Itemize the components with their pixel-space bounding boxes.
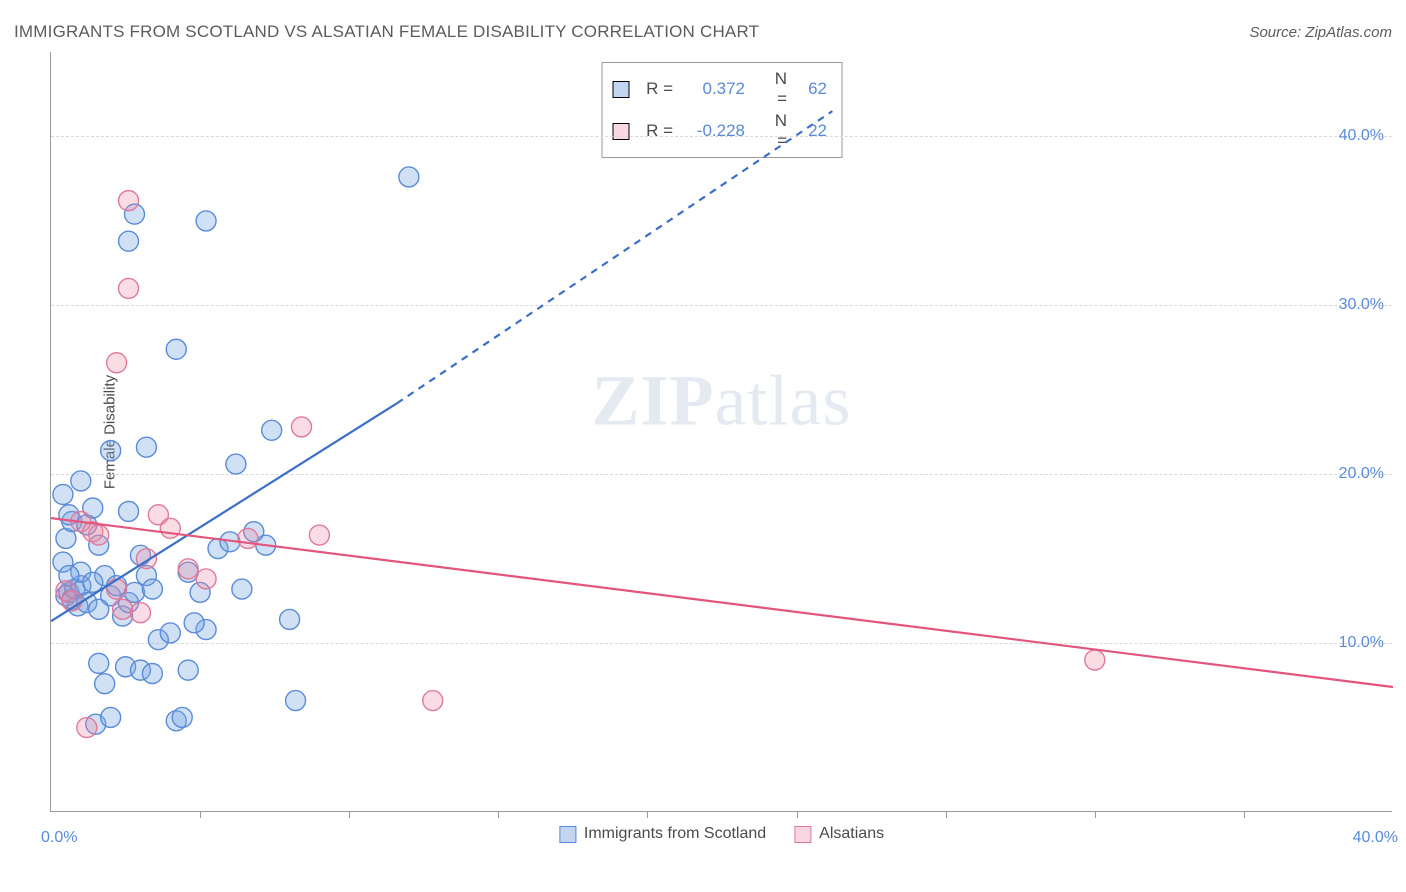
data-point <box>423 691 443 711</box>
data-point <box>125 582 145 602</box>
data-point <box>113 599 133 619</box>
data-point <box>172 707 192 727</box>
x-axis-left-label: 0.0% <box>41 829 77 847</box>
data-point <box>309 525 329 545</box>
data-point <box>280 609 300 629</box>
data-point <box>89 653 109 673</box>
data-point <box>178 660 198 680</box>
data-point <box>130 603 150 623</box>
plot-area: Female Disability ZIPatlas R = 0.372 N =… <box>50 52 1392 812</box>
data-point <box>95 674 115 694</box>
data-point <box>101 707 121 727</box>
series-legend: Immigrants from Scotland Alsatians <box>559 825 884 843</box>
x-axis-right-label: 40.0% <box>1353 829 1398 847</box>
source-citation: Source: ZipAtlas.com <box>1249 24 1392 41</box>
data-point <box>71 471 91 491</box>
data-point <box>196 569 216 589</box>
data-point <box>119 191 139 211</box>
data-point <box>53 484 73 504</box>
data-point <box>1085 650 1105 670</box>
legend-item-blue: Immigrants from Scotland <box>559 825 766 843</box>
data-point <box>178 559 198 579</box>
trend-line <box>51 518 1393 687</box>
data-point <box>292 417 312 437</box>
data-point <box>77 718 97 738</box>
data-point <box>107 579 127 599</box>
data-point <box>286 691 306 711</box>
data-point <box>89 599 109 619</box>
data-point <box>238 528 258 548</box>
chart-title: IMMIGRANTS FROM SCOTLAND VS ALSATIAN FEM… <box>14 22 759 42</box>
data-point <box>107 353 127 373</box>
data-point <box>166 339 186 359</box>
data-point <box>119 231 139 251</box>
data-point <box>142 664 162 684</box>
legend-label: Alsatians <box>819 825 884 843</box>
data-point <box>136 437 156 457</box>
swatch-blue-icon <box>559 826 576 843</box>
legend-item-pink: Alsatians <box>794 825 884 843</box>
data-point <box>142 579 162 599</box>
data-point <box>399 167 419 187</box>
trend-line <box>51 403 397 621</box>
data-point <box>160 518 180 538</box>
trend-line-dashed <box>397 111 832 403</box>
data-point <box>196 211 216 231</box>
data-point <box>89 525 109 545</box>
legend-label: Immigrants from Scotland <box>584 825 766 843</box>
data-point <box>119 501 139 521</box>
swatch-pink-icon <box>794 826 811 843</box>
data-point <box>226 454 246 474</box>
data-point <box>184 613 204 633</box>
data-point <box>119 278 139 298</box>
data-point <box>160 623 180 643</box>
data-point <box>232 579 252 599</box>
data-point <box>101 441 121 461</box>
data-point <box>262 420 282 440</box>
scatter-svg <box>51 52 1393 812</box>
